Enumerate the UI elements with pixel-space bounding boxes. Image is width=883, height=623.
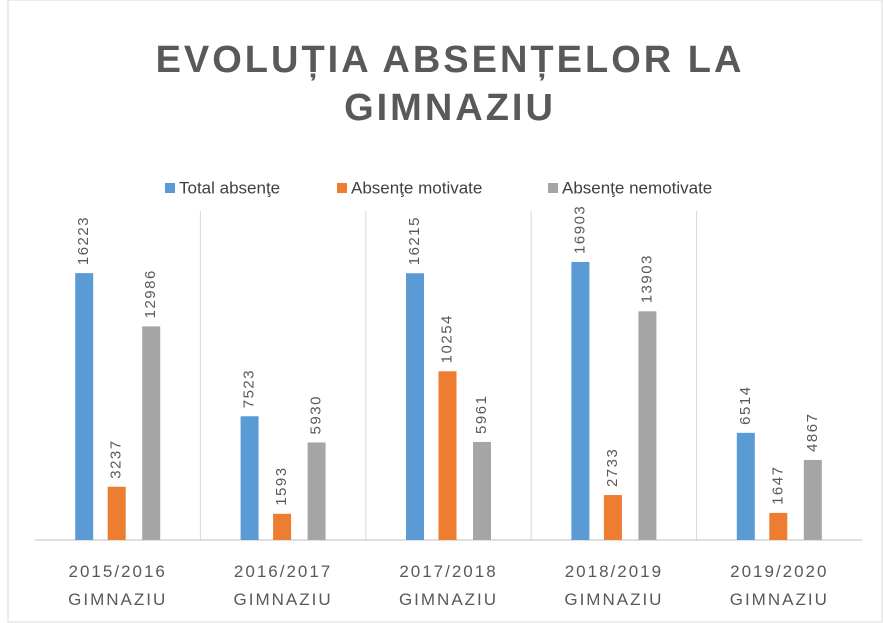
- legend-swatch: [337, 183, 347, 193]
- x-tick-label: 2016/2017: [234, 562, 332, 581]
- bar: [240, 416, 259, 540]
- value-label: 13903: [638, 254, 655, 303]
- chart-title: GIMNAZIU: [344, 87, 556, 129]
- legend-swatch: [548, 183, 558, 193]
- bar: [142, 326, 161, 540]
- bar: [107, 486, 126, 540]
- bar: [75, 273, 94, 540]
- x-tick-label: GIMNAZIU: [68, 590, 167, 609]
- bar: [769, 512, 788, 540]
- value-label: 4867: [804, 413, 821, 452]
- x-tick-label: 2017/2018: [399, 562, 497, 581]
- value-label: 10254: [438, 314, 455, 363]
- bar: [307, 442, 326, 540]
- bar: [803, 459, 822, 540]
- bar: [638, 311, 657, 540]
- x-tick-label: GIMNAZIU: [399, 590, 498, 609]
- value-label: 16223: [75, 216, 92, 265]
- value-label: 6514: [737, 385, 754, 424]
- bar: [406, 273, 424, 540]
- bar: [473, 441, 491, 540]
- chart-title: EVOLUȚIA ABSENȚELOR LA: [156, 39, 745, 81]
- x-tick-label: 2018/2019: [565, 562, 663, 581]
- value-label: 5930: [308, 395, 325, 434]
- legend-swatch: [165, 183, 175, 193]
- legend-label: Absenţe motivate: [351, 178, 482, 197]
- value-label: 1647: [769, 466, 786, 505]
- legend-label: Absenţe nemotivate: [562, 178, 712, 197]
- value-label: 12986: [142, 269, 159, 318]
- bar: [603, 495, 622, 540]
- x-tick-label: 2019/2020: [730, 562, 828, 581]
- bar: [273, 513, 292, 540]
- x-tick-label: 2015/2016: [69, 562, 167, 581]
- value-label: 16903: [571, 205, 588, 254]
- x-tick-label: GIMNAZIU: [730, 590, 829, 609]
- value-label: 16215: [406, 216, 423, 265]
- bar: [438, 371, 457, 540]
- x-tick-label: GIMNAZIU: [234, 590, 333, 609]
- value-label: 3237: [108, 439, 125, 478]
- legend-label: Total absenţe: [179, 178, 280, 197]
- bar: [571, 261, 590, 540]
- value-label: 2733: [604, 448, 621, 487]
- value-label: 7523: [241, 369, 258, 408]
- bar: [736, 432, 755, 540]
- x-tick-label: GIMNAZIU: [564, 590, 663, 609]
- value-label: 1593: [273, 466, 290, 505]
- value-label: 5961: [473, 395, 490, 434]
